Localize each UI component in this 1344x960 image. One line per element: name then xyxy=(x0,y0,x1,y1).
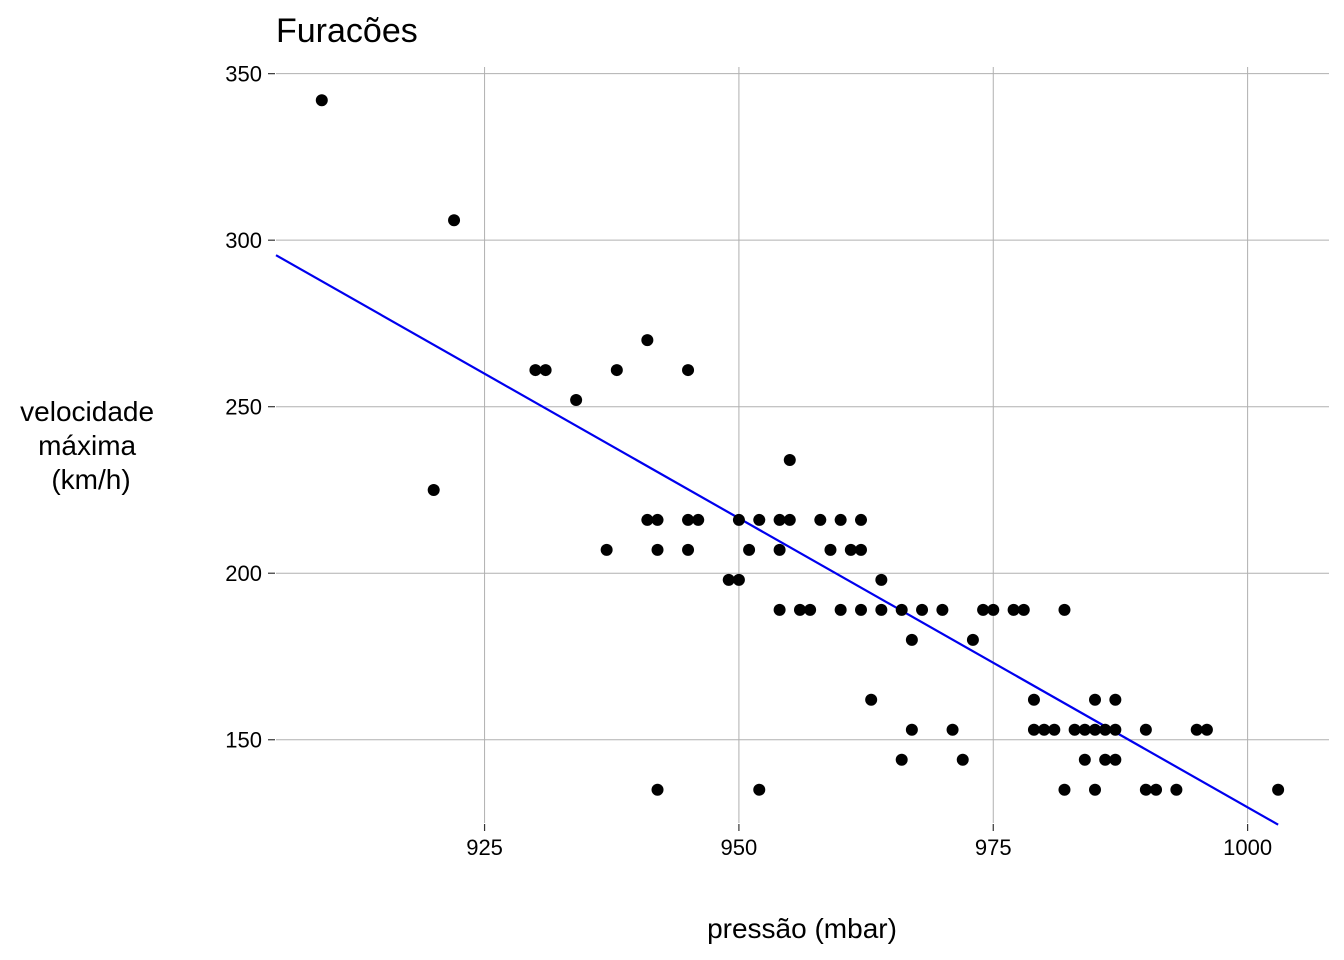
data-point xyxy=(600,543,613,556)
data-point xyxy=(1272,783,1285,796)
data-point xyxy=(692,513,705,526)
data-point xyxy=(651,783,664,796)
data-point xyxy=(1099,753,1112,766)
data-point xyxy=(1139,783,1152,796)
x-tick-label: 950 xyxy=(721,835,758,860)
data-point xyxy=(834,603,847,616)
data-point xyxy=(875,603,888,616)
data-points xyxy=(315,94,1285,796)
data-point xyxy=(651,513,664,526)
data-point xyxy=(916,603,929,616)
data-point xyxy=(936,603,949,616)
data-point xyxy=(610,364,623,377)
data-point xyxy=(743,543,756,556)
axis-ticks: 925 950 975 1000 150 200 250 300 350 xyxy=(225,62,1272,860)
data-point xyxy=(641,513,654,526)
data-point xyxy=(1058,603,1071,616)
data-point xyxy=(987,603,1000,616)
data-point xyxy=(1027,723,1040,736)
data-point xyxy=(1109,723,1122,736)
data-point xyxy=(448,214,461,227)
data-point xyxy=(651,543,664,556)
data-point xyxy=(814,513,827,526)
data-point xyxy=(1089,783,1101,796)
data-point xyxy=(773,543,786,556)
y-tick-label: 250 xyxy=(225,395,262,420)
data-point xyxy=(682,543,695,556)
data-point xyxy=(1058,783,1071,796)
data-point xyxy=(844,543,857,556)
x-tick-label: 1000 xyxy=(1223,835,1272,860)
data-point xyxy=(641,334,654,347)
data-point xyxy=(895,753,908,766)
data-point xyxy=(946,723,959,736)
data-point xyxy=(895,603,908,616)
data-point xyxy=(315,94,328,107)
data-point xyxy=(1007,603,1020,616)
data-point xyxy=(783,453,796,466)
data-point xyxy=(1017,603,1030,616)
data-point xyxy=(905,633,918,646)
data-point xyxy=(1139,723,1152,736)
data-point xyxy=(427,483,440,496)
y-axis-label-line-1: velocidade xyxy=(20,396,154,427)
x-tick-label: 975 xyxy=(975,835,1012,860)
data-point xyxy=(1048,723,1061,736)
chart-title: Furacões xyxy=(276,12,418,50)
data-point xyxy=(1109,693,1122,706)
data-point xyxy=(1078,723,1091,736)
data-point xyxy=(682,513,695,526)
y-axis-label: velocidade máxima (km/h) xyxy=(20,396,162,495)
data-point xyxy=(539,364,552,377)
data-point xyxy=(1027,693,1040,706)
y-tick-label: 150 xyxy=(225,728,262,753)
data-point xyxy=(773,513,786,526)
data-point xyxy=(529,364,542,377)
data-point xyxy=(966,633,979,646)
y-axis-label-line-2: máxima xyxy=(38,430,136,461)
data-point xyxy=(722,573,735,586)
data-point xyxy=(753,513,766,526)
y-tick-label: 300 xyxy=(225,228,262,253)
data-point xyxy=(570,394,583,407)
data-point xyxy=(753,783,766,796)
data-point xyxy=(793,603,806,616)
y-tick-label: 200 xyxy=(225,561,262,586)
data-point xyxy=(855,543,867,556)
data-point xyxy=(1200,723,1213,736)
data-point xyxy=(956,753,969,766)
data-point xyxy=(1089,723,1101,736)
data-point xyxy=(1190,723,1203,736)
data-point xyxy=(1038,723,1051,736)
data-point xyxy=(682,364,695,377)
data-point xyxy=(732,513,745,526)
data-point xyxy=(977,603,990,616)
data-point xyxy=(1068,723,1081,736)
data-point xyxy=(804,603,817,616)
data-point xyxy=(732,573,745,586)
data-point xyxy=(824,543,837,556)
y-tick-label: 350 xyxy=(225,62,262,87)
x-tick-label: 925 xyxy=(466,835,503,860)
data-point xyxy=(875,573,888,586)
data-point xyxy=(783,513,796,526)
y-axis-label-line-3: (km/h) xyxy=(51,464,130,495)
data-point xyxy=(1170,783,1183,796)
x-axis-label: pressão (mbar) xyxy=(707,913,897,944)
data-point xyxy=(1109,753,1122,766)
data-point xyxy=(773,603,786,616)
data-point xyxy=(834,513,847,526)
data-point xyxy=(855,513,867,526)
data-point xyxy=(1150,783,1163,796)
grid-lines xyxy=(276,67,1329,823)
data-point xyxy=(905,723,918,736)
data-point xyxy=(855,603,867,616)
data-point xyxy=(1078,753,1091,766)
data-point xyxy=(865,693,878,706)
data-point xyxy=(1089,693,1101,706)
data-point xyxy=(1099,723,1112,736)
